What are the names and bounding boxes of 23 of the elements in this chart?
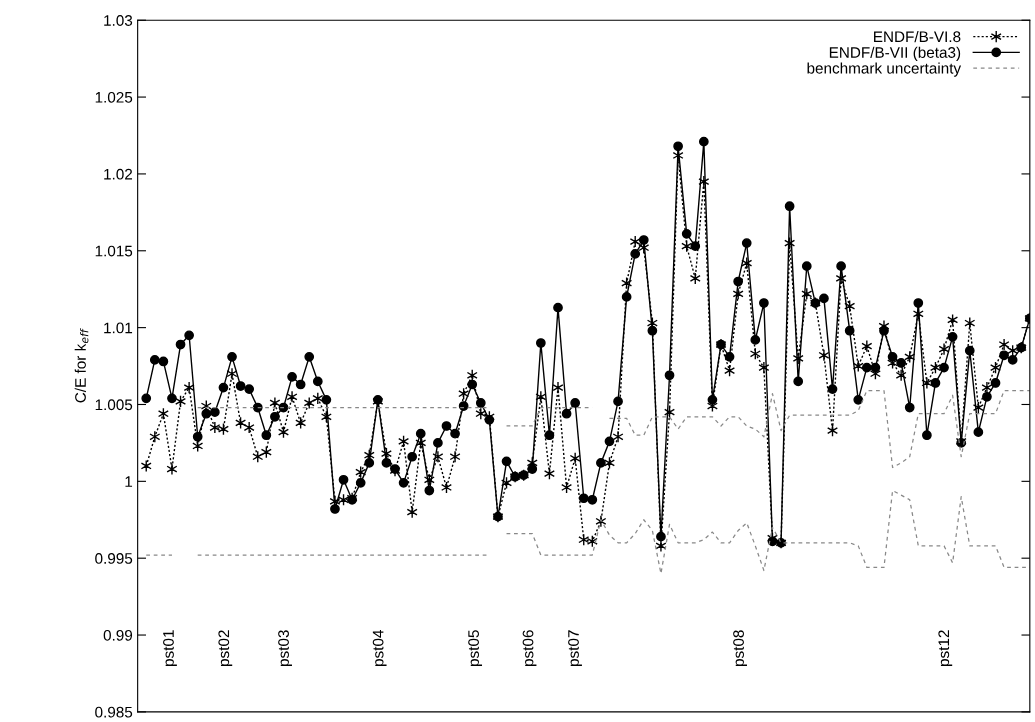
annotation: pst05 bbox=[468, 630, 483, 666]
legend-label: ENDF/B-VII (beta3) bbox=[829, 46, 961, 61]
y-tick-label: 1.03 bbox=[104, 15, 133, 26]
annotation: pst02 bbox=[218, 630, 233, 666]
annotation: pst03 bbox=[278, 630, 292, 666]
y-tick-label: 0.99 bbox=[103, 629, 133, 641]
annotation: pst06 bbox=[522, 630, 537, 666]
annotation: pst04 bbox=[372, 630, 387, 666]
y-tick-label: 1.02 bbox=[104, 168, 133, 180]
y-tick-label: 1.005 bbox=[95, 399, 133, 411]
y-axis-title: C/E for k$_{eff}$ bbox=[74, 328, 89, 403]
annotation: pst07 bbox=[568, 630, 582, 666]
legend-label: ENDF/B-VI.8 bbox=[874, 30, 961, 43]
y-tick-label: 1.015 bbox=[95, 245, 133, 257]
y-tick-label: 0.985 bbox=[95, 706, 133, 718]
y-tick-label: 1.025 bbox=[95, 91, 133, 103]
annotation: pst08 bbox=[733, 630, 747, 666]
y-tick-label: 1.01 bbox=[104, 322, 133, 334]
y-tick-label: 1 bbox=[125, 476, 133, 487]
y-tick-label: 0.995 bbox=[95, 553, 133, 564]
legend-label: benchmark uncertainty bbox=[807, 62, 962, 77]
annotation: pst12 bbox=[938, 630, 953, 666]
annotation: pst01 bbox=[163, 630, 177, 666]
